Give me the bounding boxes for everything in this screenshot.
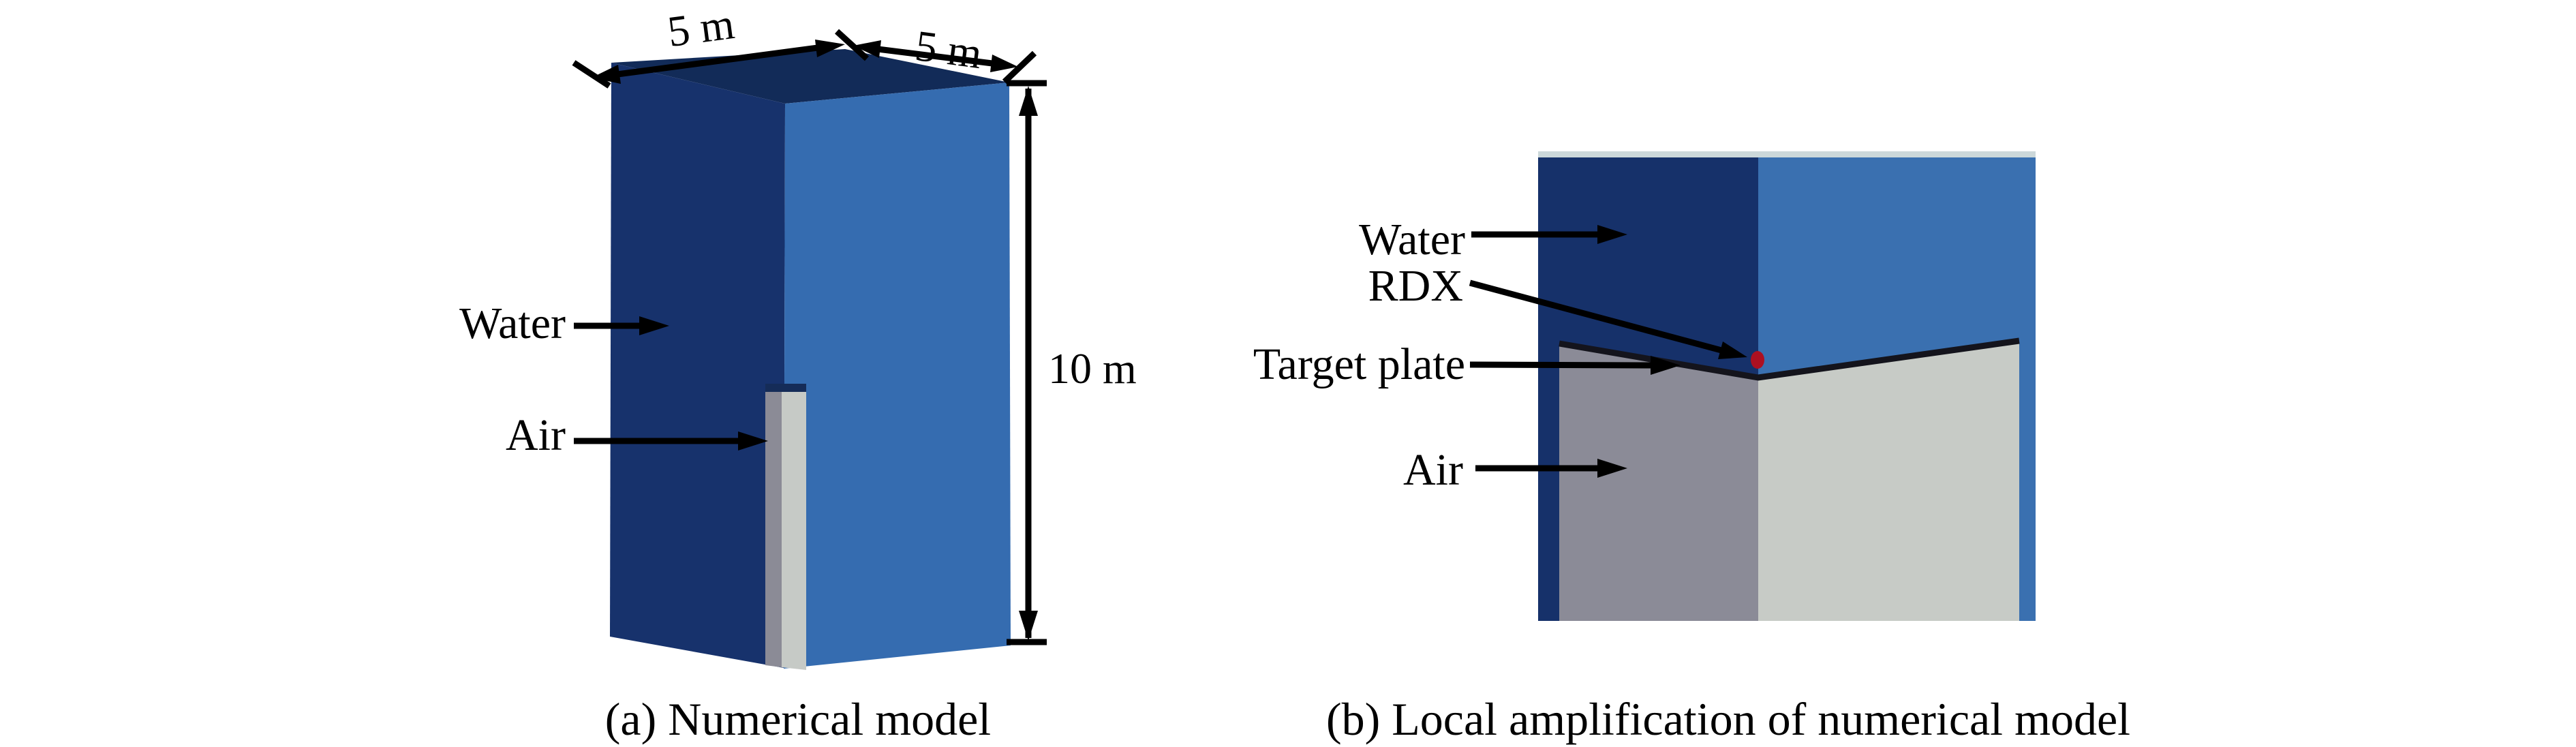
panel-a-water-arrowhead (639, 316, 669, 335)
panel-b-rdx-arrowhead (1718, 341, 1747, 359)
dim-depth-line (877, 46, 993, 67)
panel-a-caption: (a) Numerical model (605, 693, 991, 745)
panel-a-water-right-face (784, 82, 1011, 669)
panel-b-target-plate-line (1559, 337, 2020, 381)
dim-depth-tick-right (1002, 50, 1037, 85)
panel-b-water-label: Water (1359, 215, 1465, 264)
dim-depth-arrowhead-right (990, 55, 1018, 72)
dim-height-arrowhead-top (1019, 86, 1038, 116)
dim-width-line (617, 44, 818, 78)
panel-b-target-plate-arrowhead (1651, 356, 1681, 375)
panel-a-air-arrowhead (738, 431, 768, 451)
panel-b: Water RDX Target plate Air (b) Local amp… (1253, 151, 2130, 745)
dim-height-label: 10 m (1048, 344, 1137, 393)
panel-b-target-plate-label: Target plate (1253, 339, 1465, 389)
panel-b-rdx-arrow-line (1469, 279, 1723, 354)
dim-width-label: 5 m (664, 0, 737, 56)
dim-height-arrowhead-bottom (1019, 611, 1038, 641)
panel-a-air-label: Air (506, 410, 566, 460)
dim-width-arrowhead-right (815, 40, 845, 57)
dim-width-tick-left (572, 60, 611, 89)
panel-a-water-label: Water (459, 299, 566, 348)
panel-b-top-edge-strip (1538, 151, 2036, 158)
dim-depth-label: 5 m (913, 21, 985, 78)
dim-depth-arrowhead-left (853, 40, 881, 58)
panel-b-rdx-dot (1751, 351, 1764, 369)
panel-a-air-strip-right (782, 392, 806, 670)
panel-b-rdx-label: RDX (1368, 261, 1463, 311)
panel-b-water-arrowhead (1597, 225, 1627, 244)
panel-b-air-left-face (1559, 345, 1758, 621)
panel-a-air-strip-cap (765, 384, 806, 393)
panel-b-air-right-face (1758, 342, 2019, 621)
panel-b-air-arrowhead (1597, 459, 1627, 478)
panel-b-air-label: Air (1403, 445, 1463, 495)
dim-apex-tick (834, 29, 870, 61)
panel-b-caption: (b) Local amplification of numerical mod… (1326, 693, 2130, 745)
panel-a-air-strip-left (765, 392, 782, 667)
panel-a: 5 m 5 m 10 m Water Air (a) Numerical mod… (459, 0, 1137, 745)
panel-a-water-left-face (610, 63, 785, 668)
